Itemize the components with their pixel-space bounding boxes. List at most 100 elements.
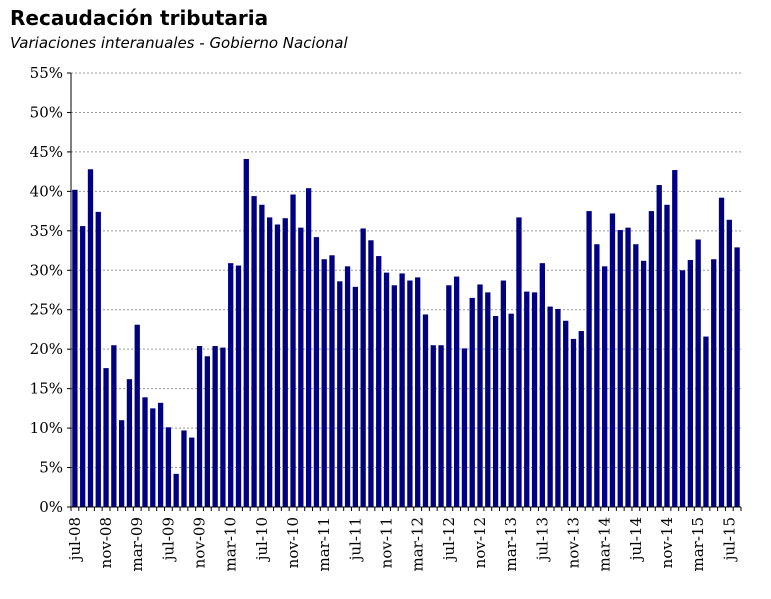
bar [586,211,592,507]
bar [313,237,320,507]
bar [220,347,226,507]
bar [368,240,374,507]
x-tick-label: jul-08 [66,517,84,562]
bar [617,230,623,507]
y-tick-label: 15% [30,380,63,398]
y-tick-label: 10% [30,419,63,437]
bar [305,188,312,507]
gridlines [71,72,741,469]
bar [500,280,507,507]
y-tick-label: 0% [39,498,63,516]
bar [228,263,234,507]
bar [531,292,538,507]
y-tick-label: 20% [30,340,63,358]
bar [656,185,662,507]
bar [142,397,148,507]
y-tick-label: 50% [30,103,63,121]
y-tick-label: 45% [30,143,63,161]
x-tick-label: jul-11 [346,517,364,562]
axes [67,72,742,511]
bar [274,224,281,508]
x-tick-label: mar-14 [596,517,614,572]
bar [103,368,109,507]
bar [718,197,725,507]
bar [563,320,569,507]
bar [407,280,413,507]
bar [126,379,133,507]
bar [570,338,577,507]
bar [259,204,265,507]
bar [648,211,655,507]
bar [703,336,709,507]
x-tick-label: mar-11 [315,517,333,572]
bar [321,259,327,507]
bar [111,345,117,507]
bar [267,217,273,508]
y-tick-label: 25% [30,301,63,319]
bar [633,244,639,507]
bar [578,331,584,507]
x-tick-label: nov-10 [284,517,302,568]
bar [80,226,86,508]
bar [360,228,366,507]
bar [235,265,242,507]
y-tick-label: 5% [39,459,63,477]
x-tick-label: jul-10 [253,517,271,562]
bar [726,219,732,507]
x-tick-label: mar-13 [502,517,520,572]
bar [415,277,421,507]
x-tick-label: nov-13 [565,517,583,568]
x-tick-label: nov-12 [471,517,489,568]
bar [609,213,616,507]
x-tick-label: jul-12 [440,517,458,562]
bar [150,408,156,507]
bar [438,345,444,507]
bar [430,345,436,507]
bar [329,255,335,507]
x-tick-label: jul-13 [533,517,551,562]
bar [485,292,491,507]
bar [118,420,125,507]
bar [134,324,140,507]
bar [687,260,694,507]
x-tick-label: mar-15 [689,517,707,572]
x-tick-label: nov-09 [191,517,209,568]
y-tick-labels: 0% 5% 10% 15% 20% 25% 30% 35% 40% 45% 50% 55% [30,64,63,516]
bar [298,227,304,508]
x-tick-label: jul-15 [720,517,738,562]
bars [72,159,740,508]
bar [602,266,608,507]
x-tick-label: nov-11 [378,517,396,568]
y-tick-label: 35% [30,222,63,240]
bar [243,159,249,507]
bar [477,284,483,507]
bar [173,473,179,507]
y-tick-label: 30% [30,261,63,279]
bar [453,276,460,507]
bar [594,244,600,507]
bar [672,170,678,508]
bar [539,263,545,507]
x-tick-label: mar-12 [409,517,427,572]
bar [95,211,101,507]
bar [422,314,429,507]
y-tick-label: 55% [30,64,63,82]
x-tick-labels: jul-08 nov-08 mar-09 jul-09 nov-09 mar-10 jul-… [66,517,738,572]
chart-subtitle: Variaciones interanuales - Gobierno Naci… [10,34,348,52]
bar [555,308,561,507]
bar [157,402,164,507]
x-tick-label: nov-14 [658,517,676,568]
bar [383,272,390,507]
bar [625,227,631,508]
bar [391,285,397,507]
x-tick-label: mar-10 [222,517,240,572]
bar [734,247,740,507]
bar [516,217,522,508]
bar [469,297,475,507]
chart-title: Recaudación tributaria [10,6,269,30]
bar [196,346,203,507]
bar [181,430,187,507]
x-tick-label: nov-08 [97,517,115,568]
bar [87,169,94,507]
x-tick-label: jul-14 [627,517,645,562]
